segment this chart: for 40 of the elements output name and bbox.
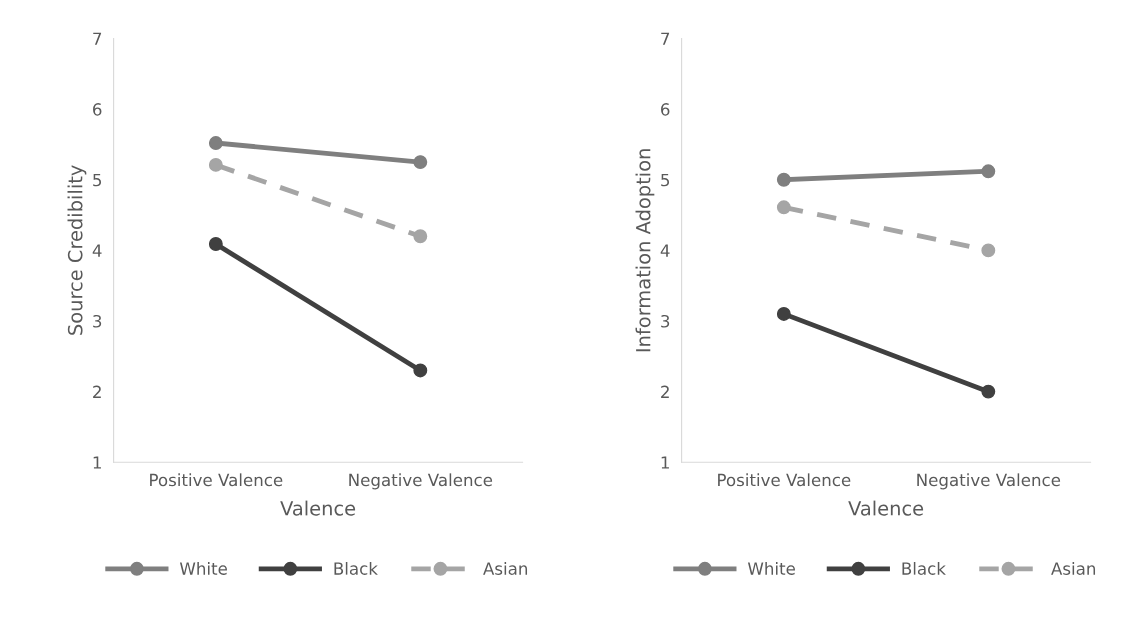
y-tick-label: 6 xyxy=(661,103,670,116)
point xyxy=(413,363,428,378)
point xyxy=(981,164,996,179)
x-axis-title: Valence xyxy=(280,500,356,516)
point xyxy=(208,136,223,150)
y-tick-label: 6 xyxy=(93,103,102,116)
point xyxy=(208,237,223,251)
y-tick-label: 7 xyxy=(661,32,670,45)
y-tick-label: 3 xyxy=(661,314,670,328)
y-tick-label: 7 xyxy=(93,32,102,45)
y-tick-label: 2 xyxy=(661,385,669,398)
x-axis-title: Valence xyxy=(848,500,924,516)
legend-label: Black xyxy=(902,561,946,575)
point xyxy=(413,229,428,244)
legend-label: Asian xyxy=(483,561,528,575)
y-tick-label: 5 xyxy=(93,173,102,187)
x-tick-label: Positive Valence xyxy=(150,473,283,487)
y-tick-label: 1 xyxy=(661,456,669,469)
point xyxy=(776,172,791,187)
legend-label: Asian xyxy=(1051,561,1096,575)
x-tick-label: Negative Valence xyxy=(349,473,493,490)
point xyxy=(413,155,428,170)
y-tick-label: 2 xyxy=(93,385,101,398)
legend-label: White xyxy=(179,561,227,575)
point xyxy=(208,157,223,172)
x-tick-label: Positive Valence xyxy=(718,473,851,487)
y-tick-label: 3 xyxy=(93,314,102,328)
point xyxy=(981,243,996,258)
y-tick-label: 1 xyxy=(93,456,101,469)
y-tick-label: 4 xyxy=(660,244,670,257)
point xyxy=(776,200,791,215)
legend-label: White xyxy=(747,561,795,575)
y-axis-title: Information Adoption xyxy=(635,149,655,352)
point xyxy=(776,306,791,321)
point xyxy=(981,384,996,399)
y-tick-label: 5 xyxy=(661,173,670,187)
y-tick-label: 4 xyxy=(92,244,102,257)
x-tick-label: Negative Valence xyxy=(917,473,1061,490)
y-axis-title: Source Credibility xyxy=(67,165,87,335)
legend-label: Black xyxy=(334,561,378,575)
